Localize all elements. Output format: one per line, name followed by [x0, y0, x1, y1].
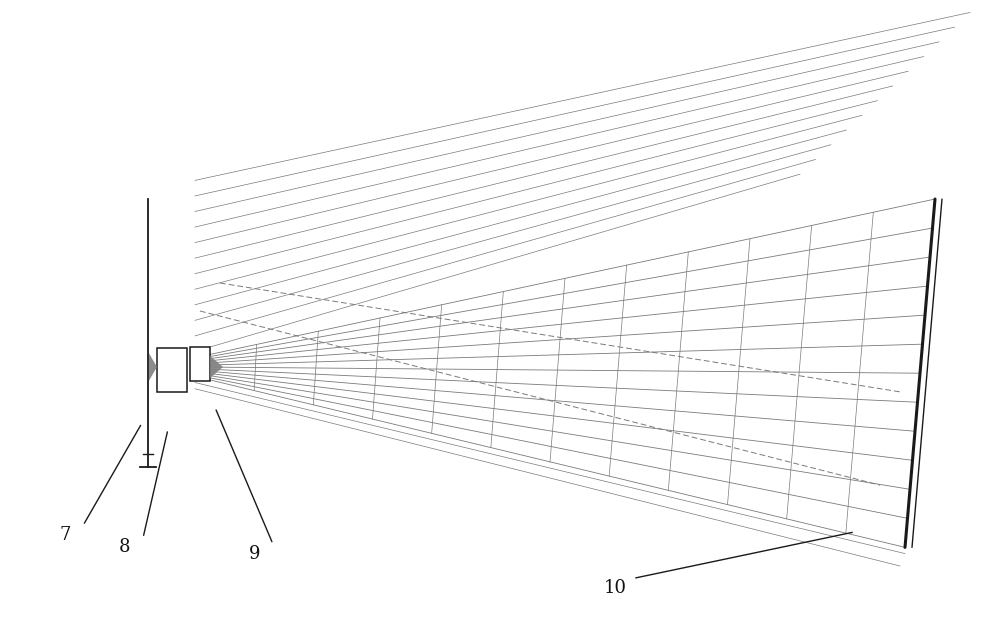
Polygon shape — [210, 356, 223, 378]
Text: 10: 10 — [604, 579, 626, 596]
Text: 7: 7 — [59, 526, 71, 544]
Polygon shape — [149, 353, 157, 381]
Text: 8: 8 — [119, 539, 131, 556]
Text: 9: 9 — [249, 545, 261, 562]
Bar — [190, 347, 210, 381]
Bar — [157, 348, 187, 392]
